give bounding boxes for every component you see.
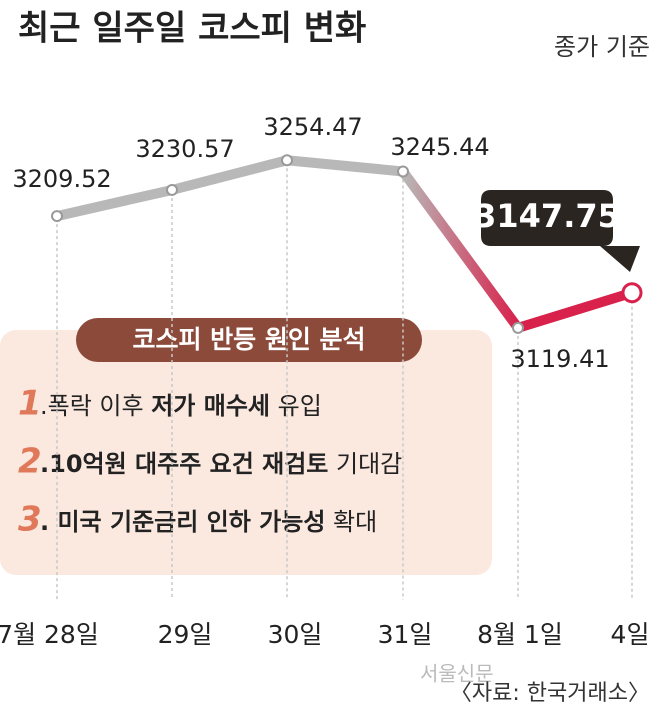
item-text-part: 유입 (270, 392, 322, 420)
point (166, 183, 178, 196)
subtitle: 종가 기준 (554, 33, 650, 61)
x-tick-label: 30일 (268, 620, 323, 649)
item-text-part: 기대감 (328, 450, 402, 478)
item-text: .폭락 이후 저가 매수세 유입 (40, 392, 322, 420)
watermark: 서울신문 (420, 662, 494, 686)
value-label: 3119.41 (510, 345, 609, 373)
annotation-title-pill (76, 318, 422, 362)
item-text-part: 저가 매수세 (151, 392, 270, 420)
x-tick-label: 7월 28일 (0, 620, 99, 649)
item-text: .10억원 대주주 요건 재검토 기대감 (40, 450, 402, 478)
callout (481, 190, 640, 272)
chart-title: 최근 일주일 코스피 변화 (18, 9, 366, 49)
point (621, 282, 643, 304)
value-label: 3209.52 (12, 165, 111, 193)
item-text-part: 확대 (325, 508, 377, 536)
point (397, 165, 409, 178)
item-text-part: . 미국 기준금리 인하 가능성 (40, 508, 325, 536)
x-tick-label: 4일 (611, 620, 650, 649)
item-text-part: .10억원 대주주 요건 재검토 (40, 450, 328, 478)
value-label: 3230.57 (135, 135, 234, 163)
value-label: 3254.47 (263, 113, 362, 141)
point (51, 210, 63, 223)
value-label: 3245.44 (390, 133, 489, 161)
item-number: 3 (18, 500, 42, 540)
annotation-title: 코스피 반등 원인 분석 (132, 325, 365, 354)
line (55, 155, 634, 333)
point (281, 154, 293, 167)
item-number: 2 (18, 442, 42, 482)
x-tick-label: 8월 1일 (477, 620, 563, 649)
point (512, 321, 524, 334)
x-tick-label: 31일 (378, 620, 433, 649)
source: 〈자료: 한국거래소〉 (450, 681, 650, 706)
item-text-part: .폭락 이후 (40, 392, 151, 420)
value-label: 3147.75 (474, 197, 620, 235)
item-number: 1 (18, 384, 42, 424)
x-tick-label: 29일 (158, 620, 213, 649)
item-text: . 미국 기준금리 인하 가능성 확대 (40, 508, 377, 536)
annotation-box (0, 330, 492, 575)
